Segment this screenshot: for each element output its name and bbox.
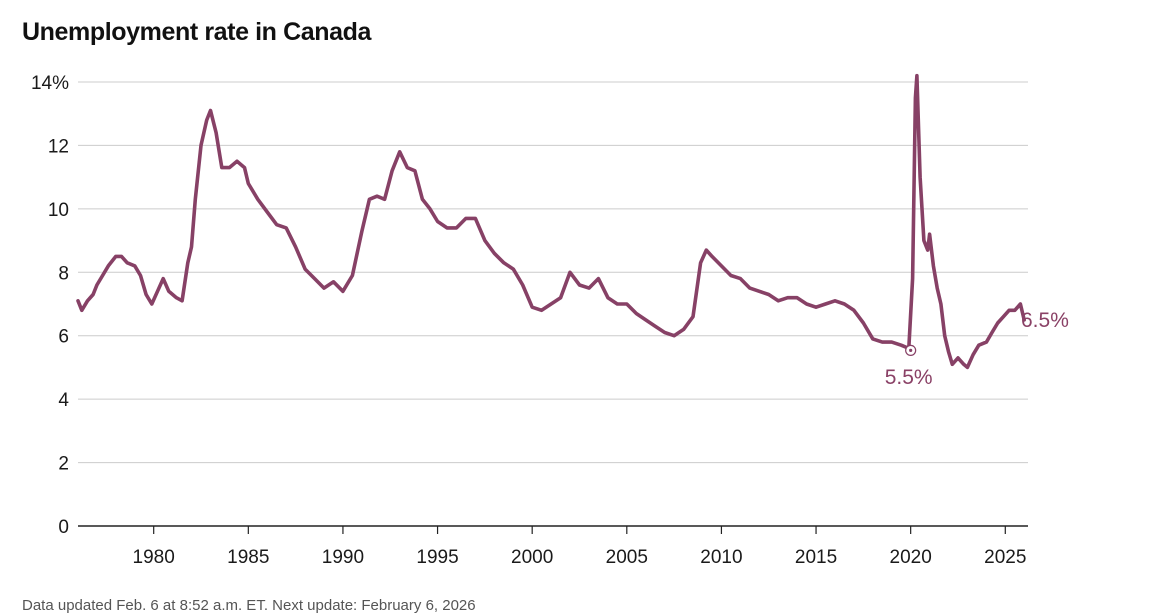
x-tick-label: 2020 — [890, 547, 932, 568]
y-tick-label: 10 — [48, 200, 69, 221]
x-tick-label: 2015 — [795, 547, 837, 568]
series-line-unemployment-rate — [76, 73, 1026, 370]
annotations: 5.5% 6.5% — [885, 309, 1069, 389]
annotation-low-label: 5.5% — [885, 366, 933, 389]
y-tick-label: 14% — [31, 73, 69, 94]
x-tick-label: 1980 — [133, 547, 175, 568]
y-tick-label: 0 — [58, 517, 69, 538]
y-tick-label: 4 — [58, 390, 69, 411]
x-tick-label: 2000 — [511, 547, 553, 568]
x-tick-label: 2010 — [700, 547, 742, 568]
chart-title: Unemployment rate in Canada — [22, 18, 372, 46]
x-tick-label: 1985 — [227, 547, 269, 568]
data-update-note: Data updated Feb. 6 at 8:52 a.m. ET. Nex… — [22, 597, 476, 614]
x-tick-label: 1990 — [322, 547, 364, 568]
x-tick-label: 2005 — [606, 547, 648, 568]
y-tick-label: 6 — [58, 327, 69, 348]
annotation-latest-label: 6.5% — [1021, 309, 1069, 332]
x-axis: 1980 1985 1990 1995 2000 2005 2010 2015 2020 2025 — [133, 526, 1026, 568]
y-tick-label: 8 — [58, 263, 69, 284]
series-group — [76, 73, 1026, 370]
x-tick-label: 1995 — [416, 547, 458, 568]
y-tick-label: 2 — [58, 454, 69, 475]
y-axis: 0 2 4 6 8 10 12 14% — [31, 73, 69, 538]
pre-pandemic-low-marker-dot — [909, 348, 913, 352]
y-tick-label: 12 — [48, 136, 69, 157]
x-tick-label: 2025 — [984, 547, 1026, 568]
gridlines — [78, 81, 1028, 527]
